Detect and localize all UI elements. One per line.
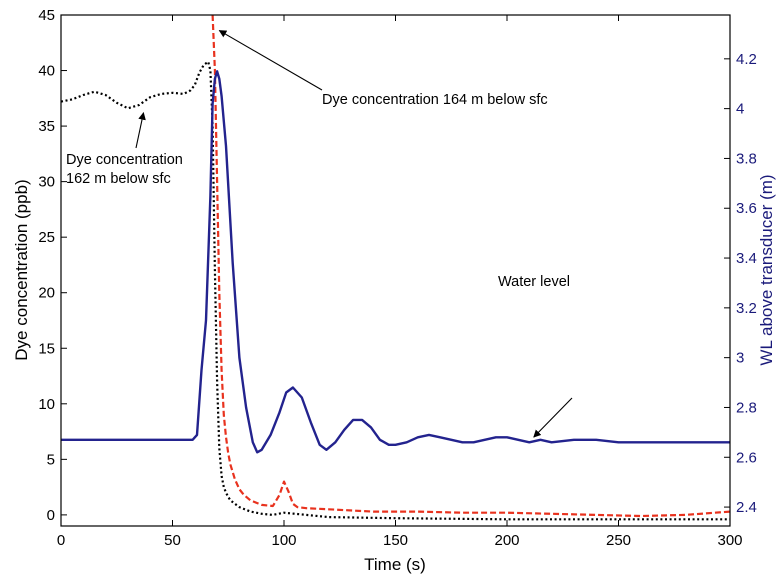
y-tick-label-right: 3.4 — [736, 250, 757, 267]
annotation-water-level: Water level — [498, 274, 573, 438]
y-tick-label-right: 4 — [736, 101, 744, 118]
y-axis-title-left: Dye concentration (ppb) — [12, 179, 31, 360]
series-layer — [61, 15, 730, 521]
annotation-arrow — [218, 30, 323, 91]
y-axis-title-right: WL above transducer (m) — [757, 174, 776, 365]
x-tick-label: 150 — [383, 532, 408, 549]
y-tick-label-left: 0 — [47, 507, 55, 524]
y-tick-label-right: 4.2 — [736, 51, 757, 68]
y-tick-label-left: 20 — [38, 285, 55, 302]
y-tick-label-right: 2.4 — [736, 499, 757, 516]
y-tick-label-right: 3.6 — [736, 200, 757, 217]
y-tick-label-left: 45 — [38, 7, 55, 24]
y-tick-label-left: 35 — [38, 118, 55, 135]
annotation-text: Dye concentration 164 m below sfc — [322, 92, 548, 108]
x-tick-label: 0 — [57, 532, 65, 549]
x-axis-title: Time (s) — [364, 555, 426, 574]
y-tick-label-right: 3 — [736, 350, 744, 367]
annotation-text: Water level — [498, 274, 570, 290]
y-tick-label-right: 2.8 — [736, 399, 757, 416]
y-tick-label-left: 30 — [38, 174, 55, 191]
y-tick-label-right: 3.8 — [736, 150, 757, 167]
x-tick-label: 100 — [271, 532, 296, 549]
y-tick-label-left: 40 — [38, 63, 55, 80]
x-tick-label: 300 — [717, 532, 742, 549]
annotation-text: Dye concentration — [66, 152, 183, 168]
annotation-arrow — [533, 397, 573, 438]
annotation-dye-162: Dye concentration 162 m below sfc — [66, 112, 183, 187]
x-tick-label: 250 — [606, 532, 631, 549]
annotation-text: 162 m below sfc — [66, 171, 171, 187]
x-tick-label: 50 — [164, 532, 181, 549]
x-tick-label: 200 — [494, 532, 519, 549]
y-tick-label-left: 15 — [38, 340, 55, 357]
y-tick-label-right: 3.2 — [736, 300, 757, 317]
series-line-3 — [61, 70, 730, 454]
ticks-layer: 0 50 100 150 200 250 300 0 5 10 15 20 25 30 35 40 45 2.4 2… — [38, 7, 757, 549]
y-tick-label-left: 5 — [47, 451, 55, 468]
annotation-arrow — [135, 112, 146, 149]
series-line-1 — [61, 60, 730, 521]
annotations-layer: Dye concentration 164 m below sfc Dye con… — [66, 30, 573, 438]
y-tick-label-right: 2.6 — [736, 449, 757, 466]
annotation-dye-164: Dye concentration 164 m below sfc — [218, 30, 548, 108]
y-tick-label-left: 10 — [38, 396, 55, 413]
y-tick-label-left: 25 — [38, 229, 55, 246]
series-line-2 — [211, 15, 730, 518]
